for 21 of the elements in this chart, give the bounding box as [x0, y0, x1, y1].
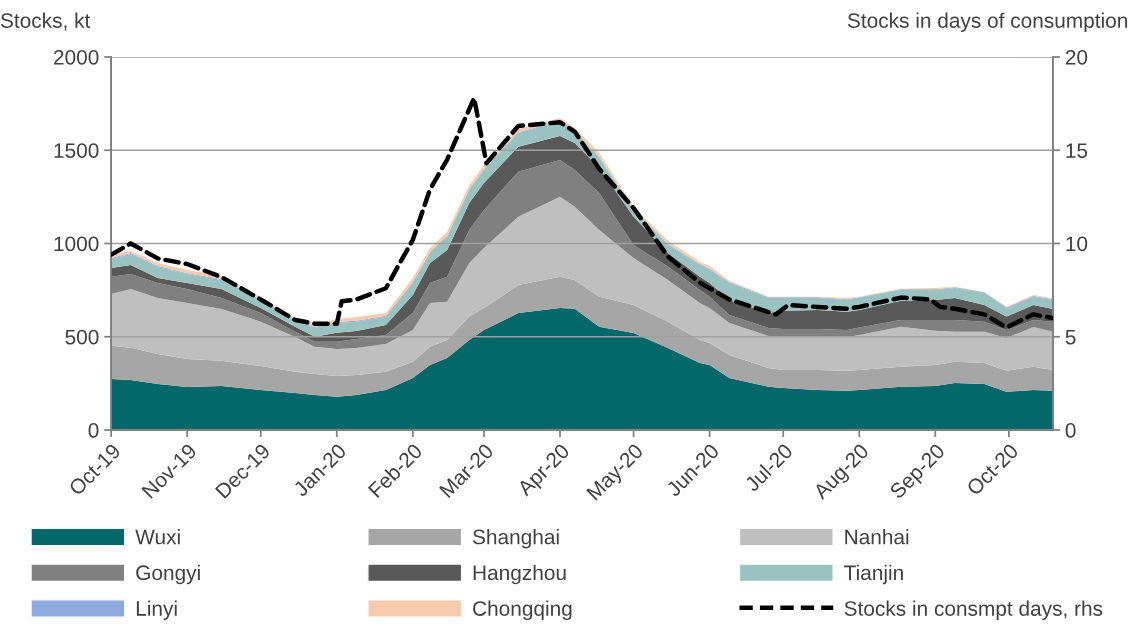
- y-tick-label: 1500: [54, 143, 99, 158]
- y2-tick-label: 10: [1066, 236, 1088, 252]
- legend-label: Gongyi: [136, 564, 200, 585]
- legend-label: Wuxi: [135, 529, 180, 545]
- legend-label: Tianjin: [844, 564, 903, 585]
- y2-tick-label: 15: [1066, 143, 1088, 158]
- y2-tick-label: 20: [1065, 49, 1088, 65]
- y-tick-label: 1000: [54, 236, 99, 252]
- legend-label: Linyi: [136, 600, 177, 621]
- legend-label: Chongqing: [473, 600, 572, 621]
- legend-label: Shanghai: [472, 529, 559, 549]
- legend-label: Nanhai: [845, 529, 909, 545]
- y2-tick-label: 5: [1065, 329, 1076, 345]
- legend-label: Hangzhou: [473, 564, 566, 585]
- y-tick-label: 500: [65, 329, 99, 345]
- y-tick-label: 0: [88, 423, 99, 438]
- legend-label: Stocks in consmpt days, rhs: [844, 600, 1103, 621]
- y2-tick-label: 0: [1065, 423, 1076, 438]
- y-axis-title: Stocks, kt: [0, 12, 91, 31]
- y2-axis-title: Stocks in days of consumption: [847, 12, 1127, 33]
- y-tick-label: 2000: [54, 49, 99, 65]
